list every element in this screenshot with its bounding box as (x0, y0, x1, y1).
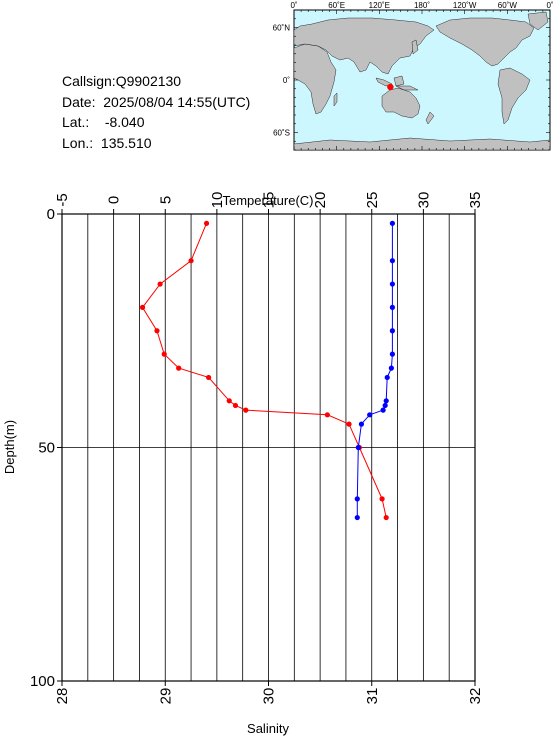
temperature-tick-label: 20 (312, 192, 329, 209)
australia-landmass (381, 87, 421, 119)
temperature-tick-label: 0 (106, 196, 123, 204)
float-info: Callsign:Q9902130 Date: 2025/08/04 14:55… (62, 71, 250, 153)
map-lat-label: 60˚S (273, 129, 290, 138)
depth-axis-title: Depth(m) (2, 420, 17, 474)
new-zealand-landmass (425, 111, 435, 125)
date-row: Date: 2025/08/04 14:55(UTC) (62, 92, 250, 113)
map-lon-label: 60˚E (328, 1, 345, 10)
madagascar-landmass (333, 92, 338, 107)
salinity-tick-label: 30 (261, 688, 278, 705)
temperature-data-point (176, 365, 182, 371)
map-lon-label: 120˚E (369, 1, 390, 10)
depth-axis: 0 50 100 (30, 206, 62, 690)
temperature-tick-label: 10 (209, 192, 226, 209)
depth-tick-label: 100 (30, 673, 55, 690)
depth-tick-label: 0 (47, 206, 55, 223)
eurasia-landmass (293, 17, 435, 75)
lat-value: -8.040 (104, 114, 145, 130)
temperature-tick-label: 5 (157, 196, 174, 204)
salinity-data-point (384, 374, 390, 381)
callsign-value: Q9902130 (115, 73, 182, 89)
salinity-data-point (383, 398, 389, 404)
salinity-data-point (358, 421, 365, 427)
chart-grid (61, 214, 476, 681)
temperature-data-point (243, 407, 249, 413)
lon-label: Lon.: (62, 134, 94, 151)
float-location-marker (387, 83, 394, 91)
lon-row: Lon.: 135.510 (62, 133, 250, 154)
temperature-data-point (188, 258, 194, 264)
date-label: Date: (62, 93, 96, 110)
temperature-tick-label: 15 (261, 192, 278, 209)
salinity-data-point (354, 496, 360, 502)
salinity-data-point (389, 220, 395, 226)
north-america-landmass (435, 17, 535, 67)
map-land (293, 11, 551, 151)
map-lon-label: 120˚W (453, 1, 477, 10)
map-lat-label: 0˚ (283, 76, 290, 85)
lat-label: Lat.: (62, 114, 90, 130)
date-value: 2025/08/04 14:55(UTC) (103, 93, 251, 110)
salinity-axis-title: Salinity (247, 721, 289, 736)
salinity-data-point (389, 281, 395, 287)
japan-landmass (411, 39, 419, 55)
salinity-profile-line (356, 223, 393, 518)
depth-tick-label: 50 (38, 440, 55, 457)
temperature-tick-label: 30 (415, 192, 432, 209)
salinity-data-point (389, 304, 395, 310)
temperature-axis-title: Temperature(C) (222, 193, 313, 208)
temperature-data-point (154, 328, 160, 334)
lat-row: Lat.: -8.040 (62, 112, 250, 133)
callsign-label: Callsign: (62, 73, 116, 89)
salinity-data-point (380, 407, 386, 413)
temperature-data-point (139, 304, 146, 310)
callsign-row: Callsign:Q9902130 (62, 71, 250, 92)
temperature-data-point (161, 351, 167, 357)
temperature-axis: -5 0 5 10 15 20 25 30 35 (54, 192, 484, 214)
temperature-tick-label: 35 (467, 192, 484, 209)
map-labels: 0˚ 60˚E 120˚E 180˚ 120˚W 60˚W 0˚ 60˚N 0˚ 60˚S (273, 1, 553, 138)
map-lon-label: 180˚ (414, 1, 430, 10)
temperature-data-point (379, 496, 385, 502)
lon-value: 135.510 (100, 134, 152, 151)
temperature-data-point (324, 412, 330, 418)
salinity-data-point (367, 412, 373, 418)
salinity-tick-label: 32 (467, 688, 484, 705)
salinity-tick-label: 31 (364, 688, 381, 705)
map-lon-label: 60˚W (498, 1, 518, 10)
salinity-data-point (388, 365, 394, 371)
temperature-data-point (203, 220, 210, 226)
salinity-data-point (354, 514, 360, 521)
salinity-tick-label: 28 (54, 688, 71, 705)
greenland-landmass (527, 11, 549, 31)
map-frame-ticks (293, 9, 551, 151)
map-lon-label: 0˚ (290, 1, 297, 10)
map-lat-label: 60˚N (273, 24, 291, 33)
salinity-data-point (382, 402, 388, 409)
series-layer (139, 220, 395, 521)
float-position-marker (387, 83, 394, 91)
temperature-tick-label: 25 (364, 192, 381, 209)
south-america-landmass (497, 67, 531, 125)
temperature-data-point (226, 398, 232, 404)
temperature-tick-label: -5 (54, 193, 71, 206)
salinity-axis: 28 29 30 31 32 (54, 681, 484, 704)
map-lon-label: 0˚ (546, 1, 553, 10)
temperature-data-point (206, 374, 212, 381)
temperature-data-point (383, 514, 389, 521)
salinity-data-point (355, 444, 361, 451)
salinity-data-point (389, 328, 395, 334)
temperature-data-point (157, 281, 163, 287)
temperature-data-point (232, 402, 239, 409)
africa-landmass (293, 43, 337, 115)
salinity-data-point (389, 258, 395, 264)
salinity-tick-label: 29 (157, 688, 174, 705)
temperature-data-point (346, 421, 352, 427)
salinity-data-point (389, 351, 395, 357)
temperature-profile-line (141, 223, 387, 518)
